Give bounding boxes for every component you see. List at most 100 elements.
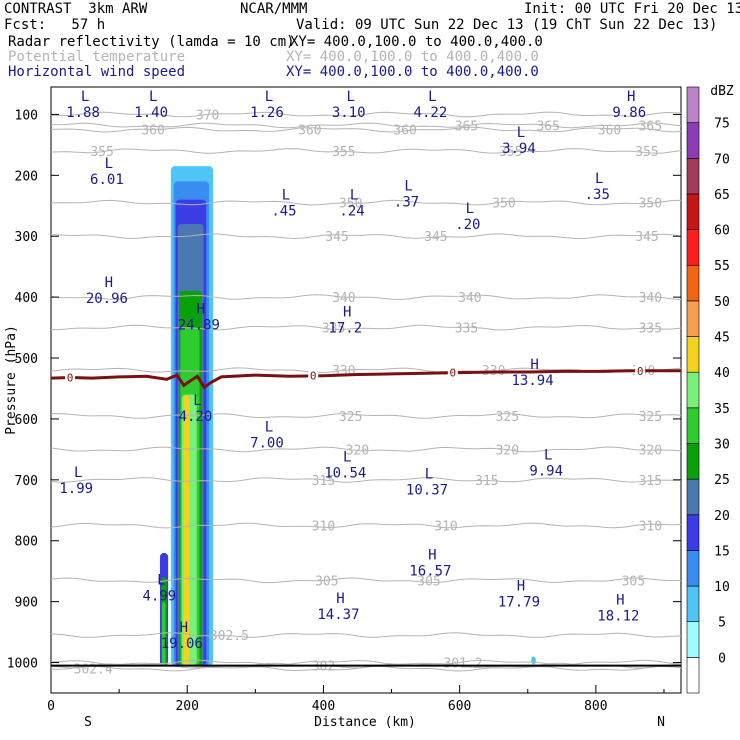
theta-contour-label: 370 <box>196 108 219 123</box>
colorbar-swatch <box>686 478 700 516</box>
theta-contour-label: 350 <box>339 197 362 212</box>
theta-contour-label: 360 <box>298 124 321 139</box>
axes-layer: 100 200 300 400 500 600 700 800 900 1000 0 200 400 60… <box>7 108 681 714</box>
reflectivity-layer <box>159 166 536 666</box>
theta-contour <box>50 446 682 453</box>
theta-contour <box>50 577 682 584</box>
theta-contour-label: 325 <box>339 410 362 425</box>
header-valid: Valid: 09 UTC Sun 22 Dec 13 (19 ChT Sun … <box>296 17 718 33</box>
theta-contour-label: 302.5 <box>210 629 249 644</box>
wind-low-marker: L <box>193 393 201 409</box>
x-tick-label: 600 <box>448 699 471 714</box>
theta-contour-label: 345 <box>325 230 348 245</box>
colorbar-tick-label: 65 <box>714 188 730 203</box>
colorbar-swatch <box>686 585 700 623</box>
theta-contour-label: 340 <box>458 291 481 306</box>
colorbar-swatch <box>686 193 700 230</box>
wind-extremum-value: 20.96 <box>86 291 128 307</box>
wind-zero-label: 0 <box>67 372 74 385</box>
wind-extrema-layer: L1.88L1.40L1.26L3.10L4.22H9.86L3.94L6.01… <box>59 89 646 652</box>
wind-high-marker: H <box>105 275 113 291</box>
y-tick-label: 800 <box>15 535 38 550</box>
wind-low-marker: L <box>157 573 165 589</box>
colorbar-tick-label: 30 <box>714 437 730 452</box>
wind-extremum-value: 1.88 <box>66 105 100 121</box>
theta-contour-label: 355 <box>635 145 658 160</box>
wind-low-marker: L <box>544 448 552 464</box>
theta-contour-label: 335 <box>322 322 345 337</box>
theta-contour-label: 301.2 <box>443 657 482 672</box>
y-tick-label: 600 <box>15 413 38 428</box>
theta-contour <box>50 367 682 374</box>
wind-low-marker: L <box>517 125 525 141</box>
y-tick-label: 300 <box>15 230 38 245</box>
wind-zero-label-bg <box>308 369 319 382</box>
theta-contour-label: 360 <box>141 124 164 139</box>
wind-zero-label-bg <box>447 366 458 379</box>
theta-contour-label: 355 <box>499 145 522 160</box>
colorbar-swatch <box>686 514 700 551</box>
colorbar-swatch <box>686 122 700 159</box>
theta-contour-label: 365 <box>639 119 662 134</box>
theta-contour-label: 310 <box>434 520 457 535</box>
theta-contour <box>50 665 682 672</box>
wind-extremum-value: .20 <box>455 217 480 233</box>
header-title-left: CONTRAST 3km ARW <box>4 1 148 17</box>
colorbar-swatch <box>686 229 700 266</box>
theta-contour-label: 335 <box>455 322 478 337</box>
colorbar-swatch <box>686 264 700 302</box>
colorbar-tick-label: 25 <box>714 473 730 488</box>
wind-extremum-value: 3.94 <box>502 141 536 157</box>
theta-contour-label: 335 <box>639 322 662 337</box>
wind-high-marker: H <box>530 357 538 373</box>
wind-extremum-value: 24.89 <box>178 318 220 334</box>
reflectivity-cell <box>531 656 536 665</box>
theta-contour-label: 302 <box>312 660 335 675</box>
wind-zero-label: 0 <box>637 365 644 378</box>
theta-contour-label: 305 <box>315 574 338 589</box>
theta-contour-label: 310 <box>312 520 335 535</box>
theta-contour-label: 340 <box>639 291 662 306</box>
colorbar-swatch <box>686 407 700 444</box>
wind-low-marker: L <box>425 467 433 483</box>
theta-contour-label: 345 <box>635 230 658 245</box>
wind-low-marker: L <box>105 156 113 172</box>
x-tick-label: 400 <box>312 699 335 714</box>
wind-low-marker: L <box>428 89 436 105</box>
colorbar-swatch <box>686 86 700 123</box>
wind-high-marker: H <box>428 548 436 564</box>
theta-contour-label: 305 <box>622 574 645 589</box>
theta-contour-label: 320 <box>639 443 662 458</box>
colorbar: 0 5 10 15 20 25 30 35 40 45 50 55 60 65 70 75 <box>686 86 730 694</box>
theta-contour <box>51 126 682 133</box>
wind-extremum-value: 10.37 <box>406 483 448 499</box>
colorbar-tick-label: 15 <box>714 544 730 559</box>
y-tick-label: 700 <box>15 474 38 489</box>
theta-contour <box>50 659 682 666</box>
header-field-reflectivity: Radar reflectivity (lamda = 10 cm) <box>8 34 295 50</box>
colorbar-tick-label: 55 <box>714 259 730 274</box>
theta-contour <box>50 522 682 529</box>
wind-extremum-value: 3.10 <box>332 105 366 121</box>
colorbar-swatch <box>686 300 700 337</box>
wind-extremum-value: 9.94 <box>529 464 563 480</box>
colorbar-tick-label: 60 <box>714 224 730 239</box>
wind-low-marker: L <box>343 450 351 466</box>
wind-high-marker: H <box>517 579 525 595</box>
colorbar-swatch <box>686 443 700 480</box>
header-field-theta-xy: XY= 400.0,100.0 to 400.0,400.0 <box>286 49 539 65</box>
colorbar-tick-label: 70 <box>714 152 730 167</box>
x-tick-label: 200 <box>175 699 198 714</box>
y-tick-label: 400 <box>15 291 38 306</box>
colorbar-swatch <box>686 550 700 587</box>
wind-low-marker: L <box>404 179 412 195</box>
y-tick-label: 1000 <box>7 657 38 672</box>
wind-extremum-value: 17.2 <box>328 321 362 337</box>
theta-contour <box>50 148 682 154</box>
wind-low-marker: L <box>81 89 89 105</box>
y-tick-label: 900 <box>15 596 38 611</box>
theta-contour <box>50 413 682 419</box>
theta-contour <box>50 476 681 483</box>
wind-low-marker: L <box>149 89 157 105</box>
theta-contour-label: 310 <box>639 520 662 535</box>
